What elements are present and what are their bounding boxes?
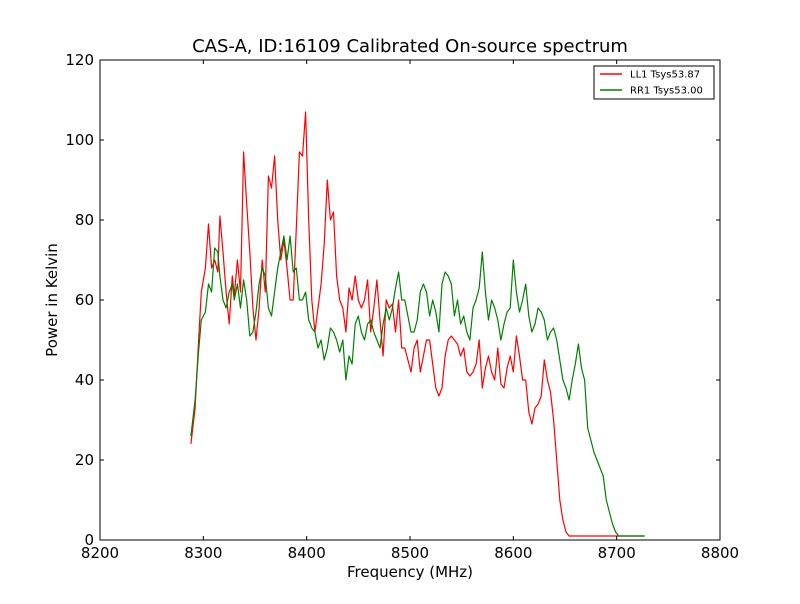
y-tick-label: 80 <box>75 211 94 229</box>
plot-area: 8200 8300 8400 8500 8600 8700 8800 0 20 40 60 80 100… <box>65 51 739 562</box>
legend-label-ll1: LL1 Tsys53.87 <box>630 70 700 81</box>
y-tick-label: 120 <box>65 51 94 69</box>
x-tick-label: 8800 <box>701 544 739 562</box>
y-tick-label: 100 <box>65 131 94 149</box>
y-tick-label: 0 <box>84 531 94 549</box>
legend: LL1 Tsys53.87 RR1 Tsys53.00 <box>593 65 715 100</box>
y-axis-label: Power in Kelvin <box>43 243 61 357</box>
y-tick-label: 60 <box>75 291 94 309</box>
x-tick-label: 8500 <box>391 544 429 562</box>
x-tick-label: 8400 <box>288 544 326 562</box>
x-tick-label: 8600 <box>494 544 532 562</box>
chart-title: CAS-A, ID:16109 Calibrated On-source spe… <box>192 36 628 57</box>
series-line-rr1 <box>190 235 645 537</box>
x-tick-label: 8300 <box>184 544 222 562</box>
legend-label-rr1: RR1 Tsys53.00 <box>630 86 703 97</box>
series-line-ll1 <box>190 111 645 537</box>
x-tick-label: 8200 <box>81 544 119 562</box>
legend-box <box>593 65 715 100</box>
x-axis-label: Frequency (MHz) <box>347 563 473 581</box>
y-tick-label: 20 <box>75 451 94 469</box>
x-tick-label: 8700 <box>598 544 636 562</box>
y-tick-label: 40 <box>75 371 94 389</box>
